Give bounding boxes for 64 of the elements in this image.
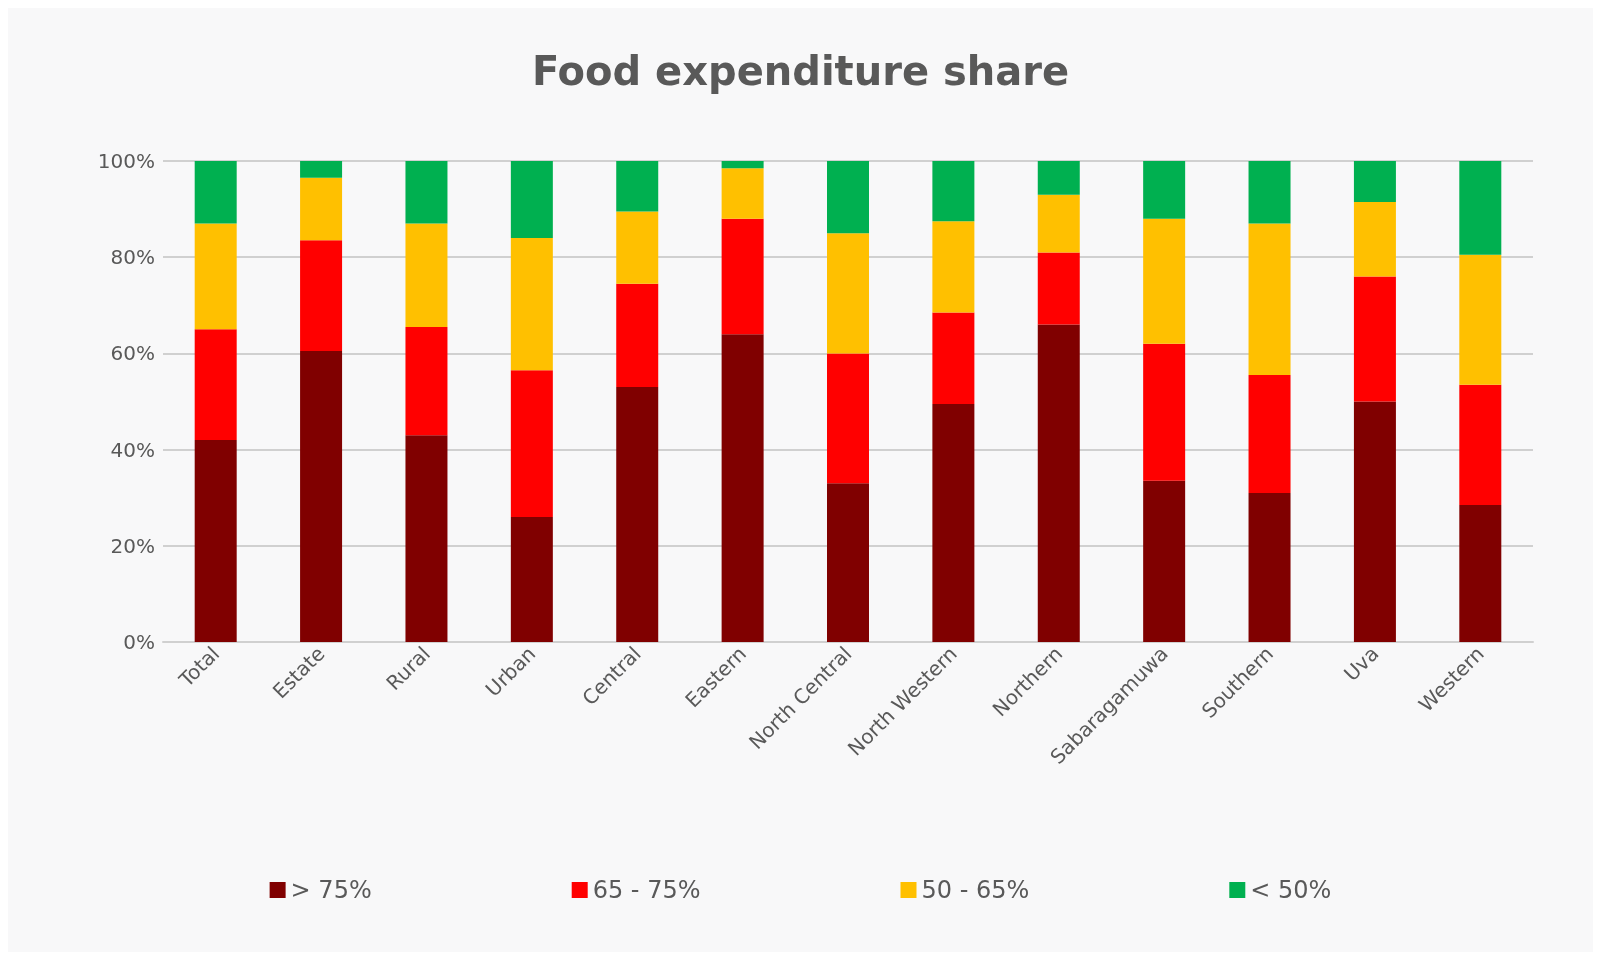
bar — [721, 161, 764, 169]
bar — [1143, 218, 1186, 344]
bar — [1037, 324, 1080, 642]
bar — [1459, 504, 1502, 642]
bar — [405, 326, 448, 436]
bar — [827, 161, 869, 234]
bar — [616, 161, 659, 212]
bar — [1353, 161, 1396, 202]
bar — [194, 223, 237, 330]
x-tick-label: Uva — [1339, 641, 1384, 686]
bar — [194, 439, 237, 642]
bar — [1459, 254, 1502, 385]
bar — [1037, 194, 1080, 253]
bar — [1353, 276, 1396, 402]
y-tick-label: 60% — [110, 341, 155, 366]
legend-label: < 50% — [1250, 876, 1332, 904]
bar — [194, 329, 237, 440]
chart-title: Food expenditure share — [531, 48, 1070, 94]
bar — [1353, 201, 1396, 277]
bar — [1248, 223, 1291, 376]
bar — [1248, 375, 1291, 493]
bar — [827, 353, 869, 484]
bar — [510, 516, 553, 642]
y-tick-label: 100% — [97, 149, 155, 173]
bar — [932, 161, 975, 222]
bar — [1143, 480, 1186, 642]
y-tick-label: 0% — [123, 630, 155, 654]
bar — [616, 283, 659, 388]
bar — [1248, 161, 1291, 224]
y-tick-label: 20% — [110, 533, 155, 558]
bar — [1037, 252, 1080, 325]
bar — [1353, 401, 1396, 642]
y-tick-label: 80% — [110, 245, 155, 270]
bar — [300, 177, 343, 241]
bar — [510, 370, 553, 517]
bar — [721, 334, 764, 642]
bar — [1459, 161, 1502, 255]
y-tick-label: 40% — [110, 437, 155, 462]
bar — [1143, 343, 1186, 481]
bar — [510, 161, 553, 238]
bar — [932, 312, 975, 404]
bar — [827, 483, 869, 642]
bar — [510, 237, 553, 371]
bar — [300, 240, 343, 351]
bar — [405, 435, 448, 642]
legend-label: 50 - 65% — [921, 876, 1030, 904]
bar — [1037, 161, 1080, 195]
bar — [932, 403, 975, 642]
bar — [721, 218, 764, 335]
bar — [1143, 161, 1186, 219]
bar — [1459, 384, 1502, 505]
bar — [405, 223, 448, 327]
legend-label: 65 - 75% — [592, 876, 701, 904]
bar — [300, 351, 343, 642]
legend-label: > 75% — [290, 876, 372, 904]
bar — [300, 161, 343, 178]
bar — [827, 233, 869, 354]
bar — [932, 221, 975, 313]
bar — [616, 211, 659, 284]
bar — [194, 161, 237, 224]
bar — [405, 161, 448, 224]
bar — [616, 387, 659, 642]
bar — [1248, 492, 1291, 642]
bar — [721, 168, 764, 219]
